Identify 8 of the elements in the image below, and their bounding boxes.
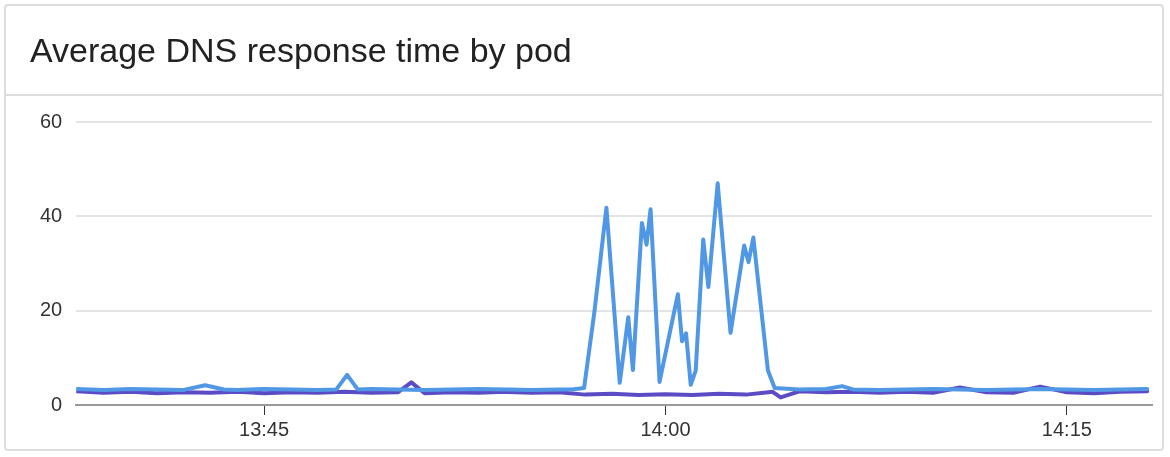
x-tick-label: 14:00 — [640, 417, 691, 440]
y-tick-label: 20 — [40, 298, 63, 321]
x-tick-label: 13:45 — [239, 417, 290, 440]
chart-title: Average DNS response time by pod — [6, 6, 1162, 96]
y-tick-label: 40 — [40, 203, 63, 226]
y-tick-label: 0 — [51, 392, 63, 415]
x-tick-label: 14:15 — [1041, 417, 1092, 440]
y-tick-label: 60 — [40, 109, 63, 132]
